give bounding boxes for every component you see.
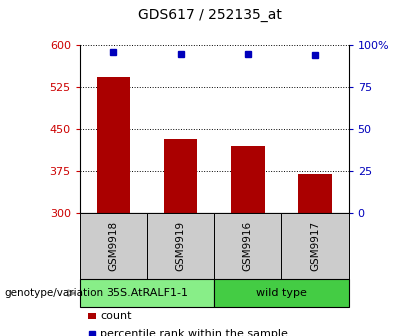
Bar: [97, 77, 130, 213]
Text: count: count: [100, 311, 131, 321]
Text: wild type: wild type: [256, 288, 307, 298]
Bar: [231, 146, 265, 213]
Text: GSM9919: GSM9919: [176, 221, 186, 271]
Bar: [298, 174, 332, 213]
Text: percentile rank within the sample: percentile rank within the sample: [100, 329, 288, 336]
Text: GDS617 / 252135_at: GDS617 / 252135_at: [138, 8, 282, 23]
Text: 35S.AtRALF1-1: 35S.AtRALF1-1: [106, 288, 188, 298]
Text: GSM9916: GSM9916: [243, 221, 253, 271]
Text: GSM9918: GSM9918: [108, 221, 118, 271]
Text: genotype/variation: genotype/variation: [4, 288, 103, 298]
Text: GSM9917: GSM9917: [310, 221, 320, 271]
Bar: [164, 139, 197, 213]
